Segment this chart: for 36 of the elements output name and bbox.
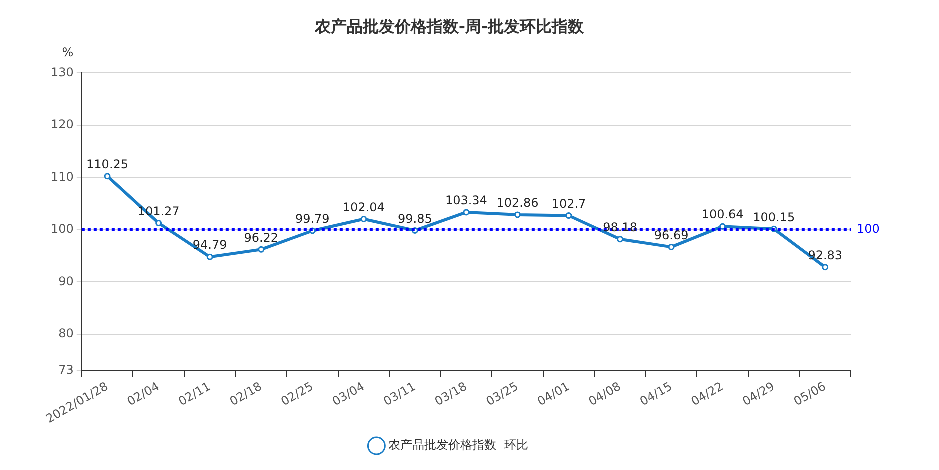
y-tick-label: 80 xyxy=(58,326,74,341)
data-label: 98.18 xyxy=(603,220,638,235)
y-tick-label: 73 xyxy=(58,363,74,378)
data-label: 103.34 xyxy=(445,194,488,208)
y-axis-title: % xyxy=(62,45,74,60)
point xyxy=(822,264,829,271)
data-label: 99.85 xyxy=(398,212,432,226)
point xyxy=(156,220,162,227)
point xyxy=(206,254,214,260)
data-label: 94.79 xyxy=(192,238,228,252)
y-tick-label: 130 xyxy=(51,65,74,80)
point xyxy=(720,223,726,230)
data-label: 96.69 xyxy=(654,228,689,242)
data-label: 110.25 xyxy=(86,157,129,172)
point xyxy=(104,173,111,180)
point xyxy=(617,236,624,243)
y-tick-label: 90 xyxy=(58,274,74,288)
data-label: 102.86 xyxy=(496,196,539,210)
point xyxy=(463,209,470,216)
ref-line-label: 100 xyxy=(857,222,880,236)
y-tick-label: 100 xyxy=(51,222,74,236)
data-label: 102.7 xyxy=(552,196,586,211)
point xyxy=(668,244,675,250)
point xyxy=(258,246,265,253)
legend-label: 农产品批发价格指数 环比 xyxy=(388,438,528,452)
data-label: 99.79 xyxy=(295,212,330,226)
chart-title: 农产品批发价格指数-周-批发环比指数 xyxy=(314,16,586,36)
y-tick-label: 110 xyxy=(51,170,74,184)
point xyxy=(514,212,521,218)
point xyxy=(360,216,368,223)
data-label: 102.04 xyxy=(342,200,385,214)
data-label: 100.15 xyxy=(753,210,796,224)
y-tick-label: 120 xyxy=(51,118,74,132)
data-label: 96.22 xyxy=(244,230,279,245)
data-label: 100.64 xyxy=(702,208,744,222)
point xyxy=(566,212,572,220)
